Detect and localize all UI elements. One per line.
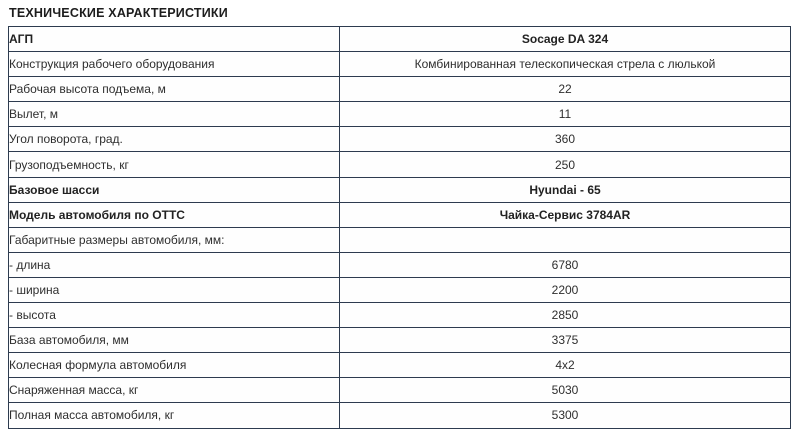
- spec-label-cell: Конструкция рабочего оборудования: [8, 51, 340, 78]
- spec-value-cell: [339, 226, 791, 253]
- spec-label-cell: Угол поворота, град.: [8, 126, 340, 153]
- spec-value-cell: Чайка-Сервис 3784AR: [339, 201, 791, 228]
- table-row: Базовое шасси Hyundai - 65: [8, 176, 791, 203]
- spec-value-cell: 2200: [339, 276, 791, 304]
- table-row: АГП Socage DA 324: [8, 25, 791, 53]
- table-row: Угол поворота, град. 360: [8, 126, 791, 153]
- table-row: Колесная формула автомобиля 4x2: [8, 352, 791, 379]
- spec-label-cell: - длина: [8, 251, 340, 278]
- spec-value-cell: 2850: [339, 302, 791, 329]
- table-row: - высота 2850: [8, 302, 791, 329]
- table-row: Рабочая высота подъема, м 22: [8, 76, 791, 103]
- spec-value-cell: 3375: [339, 327, 791, 354]
- spec-label-cell: Полная масса автомобиля, кг: [8, 402, 340, 429]
- spec-label-cell: Габаритные размеры автомобиля, мм:: [8, 226, 340, 253]
- spec-value-cell: 360: [339, 126, 791, 153]
- table-row: Конструкция рабочего оборудования Комбин…: [8, 51, 791, 78]
- table-row: Габаритные размеры автомобиля, мм:: [8, 226, 791, 253]
- spec-label-cell: АГП: [8, 25, 340, 53]
- spec-value-cell: 4x2: [339, 352, 791, 379]
- spec-label-cell: - высота: [8, 302, 340, 329]
- table-row: Полная масса автомобиля, кг 5300: [8, 402, 791, 429]
- page-title: ТЕХНИЧЕСКИЕ ХАРАКТЕРИСТИКИ: [9, 6, 228, 20]
- table-row: База автомобиля, мм 3375: [8, 327, 791, 354]
- spec-label-cell: Рабочая высота подъема, м: [8, 76, 340, 103]
- table-row: Грузоподъемность, кг 250: [8, 151, 791, 178]
- spec-label-cell: Базовое шасси: [8, 176, 340, 203]
- spec-value-cell: 11: [339, 101, 791, 128]
- spec-value-cell: 22: [339, 76, 791, 103]
- spec-label-cell: - ширина: [8, 276, 340, 304]
- spec-label-cell: Грузоподъемность, кг: [8, 151, 340, 178]
- table-row: Модель автомобиля по ОТТС Чайка-Сервис 3…: [8, 201, 791, 228]
- spec-label-cell: База автомобиля, мм: [8, 327, 340, 354]
- spec-label-cell: Вылет, м: [8, 101, 340, 128]
- spec-value-cell: Socage DA 324: [339, 25, 791, 53]
- table-row: - ширина 2200: [8, 276, 791, 304]
- spec-table-body: АГП Socage DA 324 Конструкция рабочего о…: [8, 25, 791, 429]
- spec-value-cell: 6780: [339, 251, 791, 278]
- spec-value-cell: 5300: [339, 402, 791, 429]
- spec-label-cell: Модель автомобиля по ОТТС: [8, 201, 340, 228]
- table-row: Вылет, м 11: [8, 101, 791, 128]
- page: ТЕХНИЧЕСКИЕ ХАРАКТЕРИСТИКИ АГП Socage DA…: [8, 6, 791, 429]
- table-row: Снаряженная масса, кг 5030: [8, 377, 791, 404]
- spec-value-cell: 250: [339, 151, 791, 178]
- spec-label-cell: Снаряженная масса, кг: [8, 377, 340, 404]
- spec-value-cell: Комбинированная телескопическая стрела с…: [339, 51, 791, 78]
- spec-value-cell: 5030: [339, 377, 791, 404]
- table-row: - длина 6780: [8, 251, 791, 278]
- spec-table: АГП Socage DA 324 Конструкция рабочего о…: [8, 25, 791, 429]
- spec-label-cell: Колесная формула автомобиля: [8, 352, 340, 379]
- spec-value-cell: Hyundai - 65: [339, 176, 791, 203]
